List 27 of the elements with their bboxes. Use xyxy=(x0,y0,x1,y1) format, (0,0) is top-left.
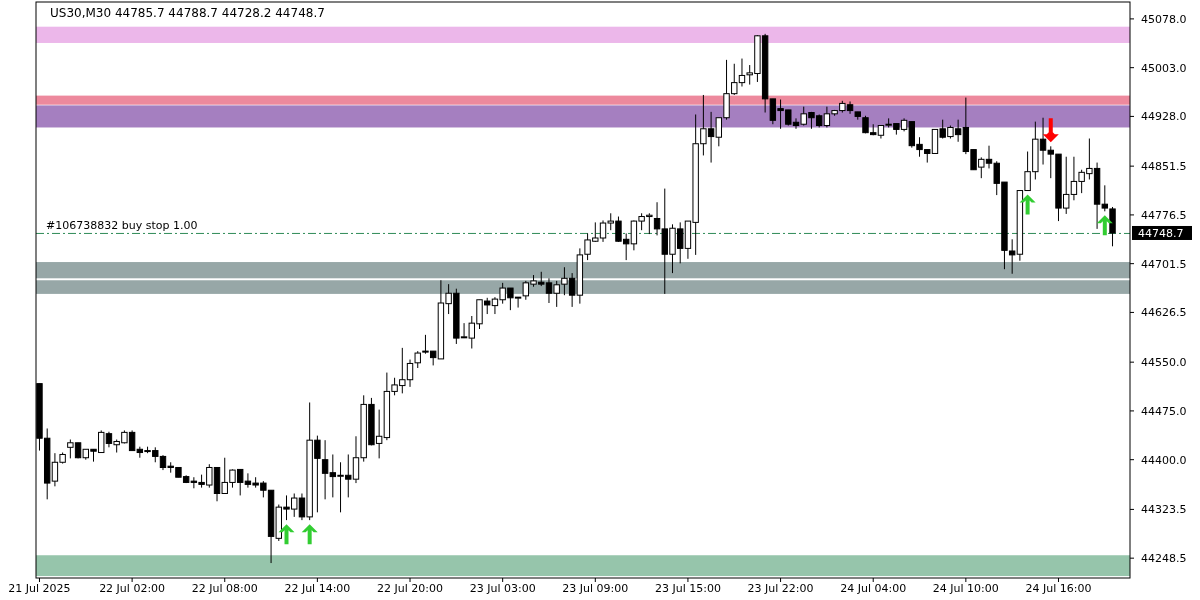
y-tick-label: 44400.0 xyxy=(1141,453,1187,467)
x-tick-label: 22 Jul 20:00 xyxy=(377,582,444,595)
y-tick-label: 44851.5 xyxy=(1141,160,1187,173)
y-tick-label: 44626.5 xyxy=(1141,306,1187,320)
x-tick-label: 23 Jul 22:00 xyxy=(747,582,814,595)
ref-line-label: #106738832 buy stop 1.00 xyxy=(46,219,198,233)
x-tick-label: 23 Jul 09:00 xyxy=(562,582,629,595)
x-tick-label: 22 Jul 14:00 xyxy=(284,582,351,595)
y-tick-label: 44550.0 xyxy=(1141,356,1187,370)
x-tick-label: 23 Jul 03:00 xyxy=(469,582,536,595)
text: 44748.7 xyxy=(1138,226,1184,240)
y-tick-label: 44928.0 xyxy=(1141,110,1187,124)
y-tick-label: 45003.0 xyxy=(1141,61,1187,75)
x-tick-label: 23 Jul 15:00 xyxy=(654,582,721,595)
x-tick-label: 24 Jul 10:00 xyxy=(932,582,999,595)
y-tick-label: 44248.5 xyxy=(1141,552,1187,566)
x-tick-label: 24 Jul 04:00 xyxy=(840,582,907,595)
y-tick-label: 44776.5 xyxy=(1141,208,1187,222)
x-tick-label: 21 Jul 2025 xyxy=(8,582,71,595)
y-tick-label: 45078.0 xyxy=(1141,12,1187,26)
y-tick-label: 44475.0 xyxy=(1141,404,1187,418)
x-tick-label: 22 Jul 08:00 xyxy=(191,582,258,595)
y-tick-label: 44701.5 xyxy=(1141,257,1187,271)
y-tick-label: 44323.5 xyxy=(1141,503,1187,517)
chart-title: US30,M30 44785.7 44788.7 44728.2 44748.7 xyxy=(50,6,325,20)
x-tick-label: 22 Jul 02:00 xyxy=(99,582,166,595)
x-tick-label: 24 Jul 16:00 xyxy=(1025,582,1092,595)
